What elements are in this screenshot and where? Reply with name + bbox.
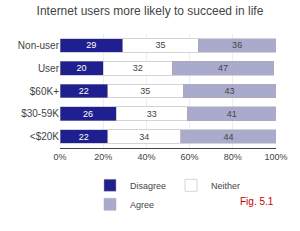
svg-text:User: User (38, 63, 60, 74)
svg-text:40%: 40% (137, 152, 155, 162)
svg-text:47: 47 (218, 63, 228, 73)
svg-text:34: 34 (139, 132, 149, 142)
svg-text:<$20K: <$20K (30, 131, 60, 142)
svg-text:Internet users more likely to: Internet users more likely to succeed in… (37, 4, 264, 18)
svg-text:36: 36 (232, 40, 242, 50)
svg-text:60%: 60% (181, 152, 199, 162)
svg-text:35: 35 (155, 40, 165, 50)
svg-text:32: 32 (133, 63, 143, 73)
svg-text:$60K+: $60K+ (30, 86, 59, 97)
svg-text:100%: 100% (264, 152, 287, 162)
svg-text:35: 35 (140, 86, 150, 96)
svg-text:43: 43 (225, 86, 235, 96)
svg-text:20: 20 (77, 63, 87, 73)
svg-text:44: 44 (223, 132, 233, 142)
svg-text:33: 33 (147, 109, 157, 119)
svg-text:80%: 80% (224, 152, 242, 162)
svg-text:0%: 0% (53, 152, 66, 162)
svg-text:Fig. 5.1: Fig. 5.1 (240, 196, 274, 207)
svg-text:Non-user: Non-user (18, 40, 60, 51)
svg-text:Disagree: Disagree (130, 181, 166, 191)
svg-text:Agree: Agree (130, 200, 154, 210)
svg-text:29: 29 (86, 40, 96, 50)
svg-text:22: 22 (79, 86, 89, 96)
svg-text:26: 26 (83, 109, 93, 119)
svg-text:Neither: Neither (211, 181, 240, 191)
svg-text:20%: 20% (94, 152, 112, 162)
svg-text:22: 22 (79, 132, 89, 142)
svg-text:$30-59K: $30-59K (21, 108, 59, 119)
svg-text:41: 41 (227, 109, 237, 119)
